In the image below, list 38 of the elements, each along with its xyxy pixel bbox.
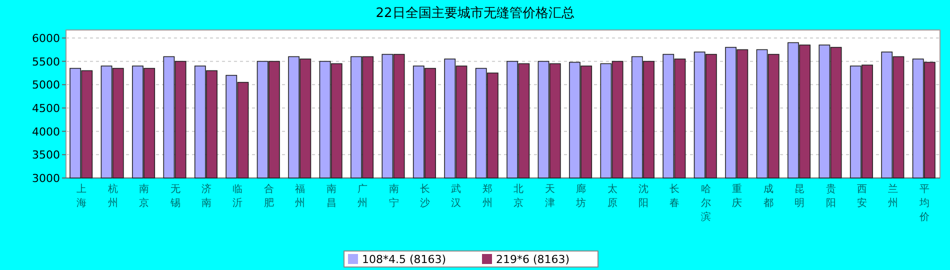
x-tick-label: 临沂 [232, 183, 243, 209]
y-tick-label: 4500 [32, 102, 60, 115]
x-tick-label: 兰州 [888, 183, 898, 209]
x-tick-label: 廊坊 [575, 183, 586, 209]
x-tick-label: 贵阳 [826, 183, 836, 209]
x-tick-label: 上海 [76, 183, 87, 209]
x-tick-label: 长春 [670, 183, 680, 209]
legend-label: 108*4.5 (8163) [362, 253, 446, 266]
x-tick-label: 南昌 [326, 183, 336, 209]
x-tick-label: 南京 [139, 183, 150, 209]
x-tick-label: 平均价 [918, 184, 930, 223]
x-tick-label: 太原 [607, 183, 618, 209]
x-tick-label: 武汉 [451, 183, 462, 209]
x-tick-label: 郑州 [482, 183, 492, 209]
x-tick-label: 昆明 [794, 184, 805, 209]
x-tick-label: 杭州 [106, 183, 118, 209]
x-tick-label: 天津 [544, 184, 555, 209]
x-tick-label: 成都 [763, 183, 774, 209]
chart-title: 22日全国主要城市无缝管价格汇总 [376, 5, 574, 21]
y-tick-label: 3500 [32, 148, 60, 162]
x-tick-label: 北京 [514, 183, 524, 209]
y-tick-label: 5000 [32, 78, 60, 92]
x-tick-label: 无锡 [169, 184, 180, 209]
y-tick-label: 6000 [32, 32, 60, 45]
legend-label: 219*6 (8163) [496, 253, 570, 266]
x-tick-label: 长沙 [420, 183, 430, 209]
y-tick-label: 3000 [32, 172, 60, 185]
x-tick-label: 重庆 [732, 183, 742, 209]
x-tick-label: 南宁 [388, 183, 399, 209]
x-tick-label: 哈尔滨 [700, 183, 711, 223]
x-tick-label: 广州 [358, 183, 368, 209]
x-tick-label: 福州 [295, 183, 306, 209]
x-tick-label: 合肥 [264, 183, 274, 209]
x-tick-label: 济南 [201, 183, 212, 209]
y-tick-label: 4000 [32, 125, 60, 138]
x-tick-label: 沈阳 [638, 183, 648, 209]
x-tick-label: 西安 [856, 184, 867, 209]
y-tick-label: 5500 [32, 55, 60, 68]
